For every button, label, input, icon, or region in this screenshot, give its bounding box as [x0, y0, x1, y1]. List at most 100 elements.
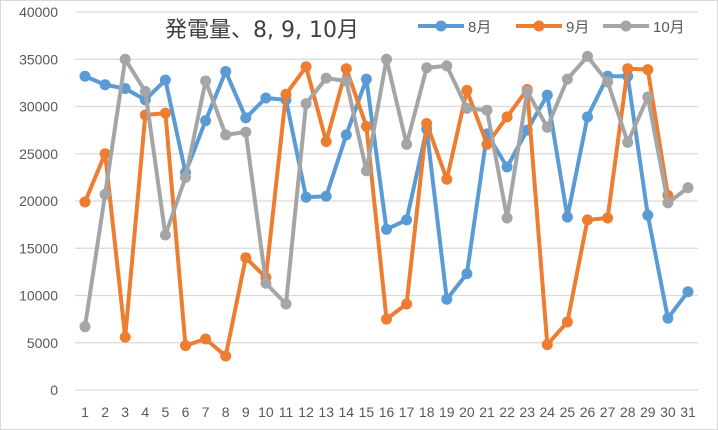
data-point — [461, 84, 473, 96]
data-point — [240, 252, 252, 264]
data-point — [461, 102, 473, 114]
legend-label: 10月 — [653, 19, 685, 36]
data-point — [340, 75, 352, 87]
data-point — [642, 91, 654, 103]
y-tick-label: 10000 — [19, 288, 58, 304]
chart-title: 発電量、8, 9, 10月 — [165, 18, 359, 43]
data-point — [381, 313, 392, 325]
data-point — [180, 171, 191, 183]
y-tick-label: 5000 — [27, 335, 58, 351]
data-point — [320, 72, 332, 84]
data-point — [139, 85, 151, 97]
data-point — [220, 350, 232, 362]
x-tick-label: 7 — [202, 404, 210, 420]
data-point — [561, 316, 573, 328]
legend-marker — [620, 20, 632, 32]
x-tick-label: 18 — [419, 404, 435, 420]
data-point — [99, 148, 111, 160]
data-point — [501, 212, 513, 224]
y-tick-label: 30000 — [19, 99, 58, 115]
data-point — [401, 298, 413, 310]
data-point — [200, 115, 212, 127]
y-tick-label: 20000 — [19, 193, 58, 209]
data-point — [159, 229, 171, 241]
data-point — [501, 111, 513, 123]
data-point — [360, 120, 372, 132]
x-tick-label: 6 — [182, 404, 190, 420]
x-tick-label: 19 — [439, 404, 455, 420]
data-point — [340, 63, 352, 75]
x-tick-label: 2 — [101, 404, 109, 420]
data-point — [441, 173, 453, 185]
x-tick-label: 22 — [499, 404, 515, 420]
data-point — [561, 211, 573, 223]
y-tick-label: 15000 — [19, 240, 58, 256]
y-tick-label: 35000 — [19, 51, 58, 67]
data-point — [421, 118, 433, 130]
x-tick-label: 24 — [540, 404, 556, 420]
x-tick-label: 20 — [459, 404, 475, 420]
data-point — [481, 138, 493, 150]
data-point — [180, 340, 191, 352]
x-tick-label: 25 — [560, 404, 576, 420]
data-point — [300, 191, 312, 203]
data-point — [682, 182, 694, 194]
series-line — [83, 64, 670, 358]
data-point — [642, 64, 654, 76]
series-line — [84, 69, 690, 321]
x-tick-label: 27 — [600, 404, 616, 420]
data-point — [280, 88, 292, 100]
data-point — [320, 135, 332, 147]
data-point — [501, 161, 513, 173]
data-point — [360, 73, 372, 85]
x-tick-label: 31 — [680, 404, 696, 420]
data-point — [541, 339, 553, 351]
y-tick-label: 25000 — [19, 146, 58, 162]
data-point — [481, 104, 493, 116]
legend-label: 8月 — [468, 19, 491, 36]
data-point — [662, 312, 674, 324]
x-tick-label: 3 — [121, 404, 129, 420]
data-point — [521, 85, 533, 97]
data-point — [260, 277, 272, 289]
legend-label: 9月 — [566, 19, 589, 36]
data-point — [541, 121, 553, 133]
data-point — [159, 107, 171, 119]
data-point — [300, 61, 312, 73]
data-point — [280, 298, 292, 310]
data-point — [79, 321, 91, 333]
data-point — [381, 53, 392, 65]
data-point — [401, 138, 413, 150]
data-point — [119, 53, 131, 65]
x-tick-label: 16 — [379, 404, 395, 420]
data-point — [300, 98, 312, 110]
data-point — [622, 63, 634, 75]
data-point — [260, 92, 272, 104]
data-point — [582, 214, 593, 226]
data-point — [220, 129, 232, 141]
data-point — [541, 89, 553, 101]
data-point — [461, 268, 473, 280]
data-point — [200, 333, 212, 345]
data-point — [401, 214, 413, 226]
data-point — [421, 62, 433, 74]
x-tick-label: 30 — [660, 404, 676, 420]
data-point — [79, 70, 91, 82]
data-point — [602, 76, 614, 88]
x-tick-label: 13 — [318, 404, 334, 420]
x-tick-label: 29 — [640, 404, 656, 420]
data-point — [119, 331, 131, 343]
data-point — [220, 66, 232, 78]
data-point — [240, 126, 252, 138]
x-tick-label: 23 — [519, 404, 535, 420]
x-tick-label: 11 — [279, 404, 294, 420]
data-point — [682, 286, 694, 298]
x-tick-label: 9 — [242, 404, 250, 420]
y-tick-label: 40000 — [19, 4, 58, 20]
x-tick-label: 26 — [580, 404, 596, 420]
x-tick-label: 12 — [298, 404, 314, 420]
data-point — [662, 197, 674, 209]
x-tick-label: 8 — [222, 404, 230, 420]
data-point — [441, 293, 453, 305]
